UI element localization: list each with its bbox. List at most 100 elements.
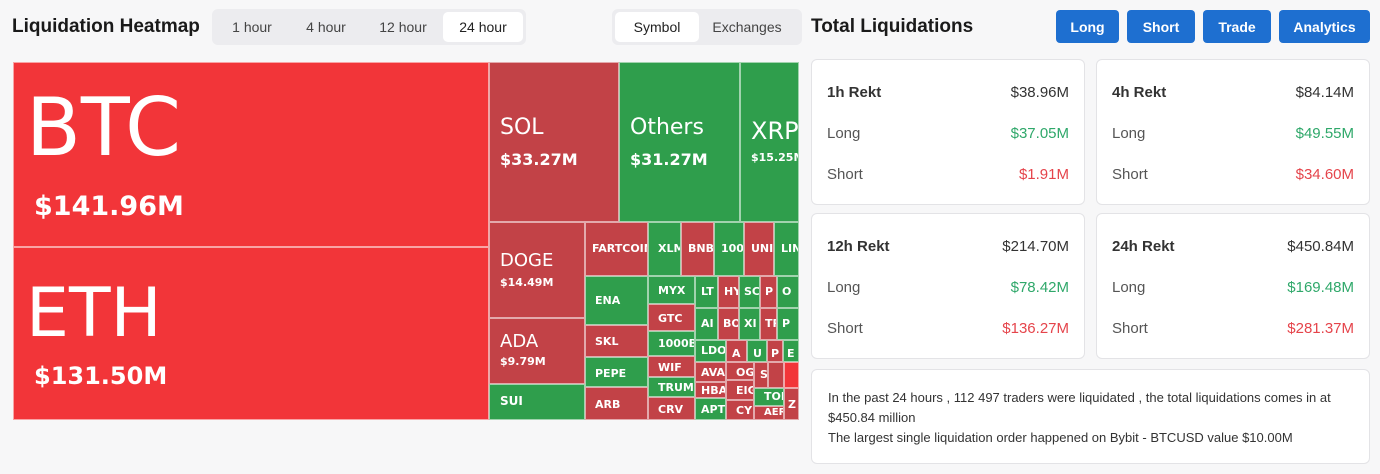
tile-small[interactable]: SC <box>739 276 760 308</box>
tile-symbol: MYX <box>658 284 686 297</box>
tile-small[interactable]: LT <box>695 276 718 308</box>
tile-crv[interactable]: CRV <box>648 397 695 420</box>
tile-symbol: ETH <box>26 274 162 353</box>
long-value: $37.05M <box>1010 125 1069 142</box>
tile-small[interactable]: P <box>777 308 799 340</box>
tile-small[interactable]: OG <box>726 362 754 380</box>
long-button[interactable]: Long <box>1056 10 1119 43</box>
tile-symbol: LIN <box>781 242 798 255</box>
tile-small[interactable]: XI <box>739 308 760 340</box>
tile-symbol: 1000BON <box>658 337 694 350</box>
tab-4-hour[interactable]: 4 hour <box>306 19 346 35</box>
tile-doge[interactable]: DOGE $14.49M <box>489 222 585 318</box>
tile-others[interactable]: Others $31.27M <box>619 62 740 222</box>
tile-symbol: U <box>753 347 762 360</box>
tile-small[interactable]: HY <box>718 276 739 308</box>
tile-ena[interactable]: ENA <box>585 276 648 325</box>
tile-small[interactable]: TR <box>760 308 777 340</box>
tile-arb[interactable]: ARB <box>585 387 648 420</box>
tile-small[interactable]: AER <box>754 406 784 420</box>
tile-bnb[interactable]: BNB <box>681 222 714 276</box>
tile-ada[interactable]: ADA $9.79M <box>489 318 585 384</box>
tab-symbol[interactable]: Symbol <box>615 12 699 42</box>
tile-link[interactable]: LIN <box>774 222 799 276</box>
tile-symbol: AVA <box>701 366 726 379</box>
tile-small[interactable]: S <box>754 362 768 388</box>
rekt-card-24h: 24h Rekt $450.84M Long $169.48M Short $281.… <box>1096 213 1370 359</box>
tile-fartcoin[interactable]: FARTCOIN <box>585 222 648 276</box>
tile-myx[interactable]: MYX <box>648 276 695 304</box>
tile-eth[interactable]: ETH $131.50M <box>13 247 489 420</box>
tile-small[interactable]: O <box>777 276 799 308</box>
tile-small[interactable]: BO <box>718 308 739 340</box>
card-short-row: Short $1.91M <box>827 154 1069 195</box>
tile-pepe[interactable]: PEPE <box>585 357 648 387</box>
tile-sui[interactable]: SUI <box>489 384 585 420</box>
tile-symbol: WIF <box>658 361 682 374</box>
tile-small[interactable]: P <box>760 276 777 308</box>
tile-symbol: GTC <box>658 312 683 325</box>
tile-uni[interactable]: UNI <box>744 222 774 276</box>
tile-small[interactable]: AVA <box>695 362 726 382</box>
tile-small[interactable]: LDO <box>695 340 726 362</box>
tile-1000bon[interactable]: 1000BON <box>648 331 695 356</box>
tile-symbol: TRUMP <box>658 381 694 394</box>
tile-symbol: SKL <box>595 335 619 348</box>
tile-symbol: AER <box>764 407 783 418</box>
tile-symbol: TON <box>764 390 783 403</box>
view-selector: Symbol Exchanges <box>612 9 802 45</box>
tile-small[interactable]: Z <box>784 388 799 420</box>
tile-btc[interactable]: BTC $141.96M <box>13 62 489 247</box>
tile-symbol: O <box>782 285 792 298</box>
card-label: 4h Rekt <box>1112 84 1167 101</box>
tile-symbol: FARTCOIN <box>592 242 648 255</box>
tab-exchanges[interactable]: Exchanges <box>712 19 782 35</box>
tile-small[interactable]: EIG <box>726 380 754 400</box>
tab-24-hour[interactable]: 24 hour <box>443 12 523 42</box>
short-label: Short <box>1112 166 1148 183</box>
tile-gtc[interactable]: GTC <box>648 304 695 331</box>
tile-small[interactable]: HBAR <box>695 382 726 398</box>
tile-small[interactable]: A <box>726 340 747 362</box>
tile-small[interactable]: E <box>783 340 799 362</box>
tile-small <box>768 362 784 388</box>
tile-value: $15.25M <box>751 151 798 164</box>
tile-symbol: CY <box>736 404 753 417</box>
summary-line-2: The largest single liquidation order hap… <box>828 430 1293 445</box>
tile-small[interactable]: U <box>747 340 767 362</box>
card-short-row: Short $136.27M <box>827 308 1069 349</box>
tile-symbol: BTC <box>26 81 181 174</box>
tile-1000[interactable]: 1000 <box>714 222 744 276</box>
tile-small[interactable]: CY <box>726 400 754 420</box>
tile-xrp[interactable]: XRP $15.25M <box>740 62 799 222</box>
trade-button[interactable]: Trade <box>1203 10 1271 43</box>
tile-symbol: SC <box>744 285 760 298</box>
tile-trump[interactable]: TRUMP <box>648 377 695 397</box>
rekt-card-1h: 1h Rekt $38.96M Long $37.05M Short $1.91M <box>811 59 1085 205</box>
card-long-row: Long $37.05M <box>827 113 1069 154</box>
tile-small[interactable]: AI <box>695 308 718 340</box>
tile-symbol: Z <box>788 398 796 411</box>
tab-12-hour[interactable]: 12 hour <box>379 19 427 35</box>
tile-symbol: E <box>787 347 795 360</box>
tile-symbol: DOGE <box>500 250 554 271</box>
tile-sol[interactable]: SOL $33.27M <box>489 62 619 222</box>
card-header: 24h Rekt $450.84M <box>1112 226 1354 267</box>
tile-wif[interactable]: WIF <box>648 356 695 377</box>
tab-1-hour[interactable]: 1 hour <box>232 19 272 35</box>
tile-symbol: HBAR <box>701 384 725 397</box>
tile-skl[interactable]: SKL <box>585 325 648 357</box>
analytics-button[interactable]: Analytics <box>1279 10 1370 43</box>
long-label: Long <box>1112 125 1146 142</box>
tile-xlm[interactable]: XLM <box>648 222 681 276</box>
tile-symbol: ENA <box>595 294 621 307</box>
tile-small[interactable]: APT <box>695 398 726 420</box>
tile-symbol: AI <box>701 317 714 330</box>
card-long-row: Long $78.42M <box>827 267 1069 308</box>
long-label: Long <box>827 125 861 142</box>
short-button[interactable]: Short <box>1127 10 1195 43</box>
tile-small[interactable]: TON <box>754 388 784 406</box>
tile-small[interactable]: P <box>767 340 783 362</box>
long-value: $78.42M <box>1010 279 1069 296</box>
tile-symbol: P <box>765 285 774 298</box>
